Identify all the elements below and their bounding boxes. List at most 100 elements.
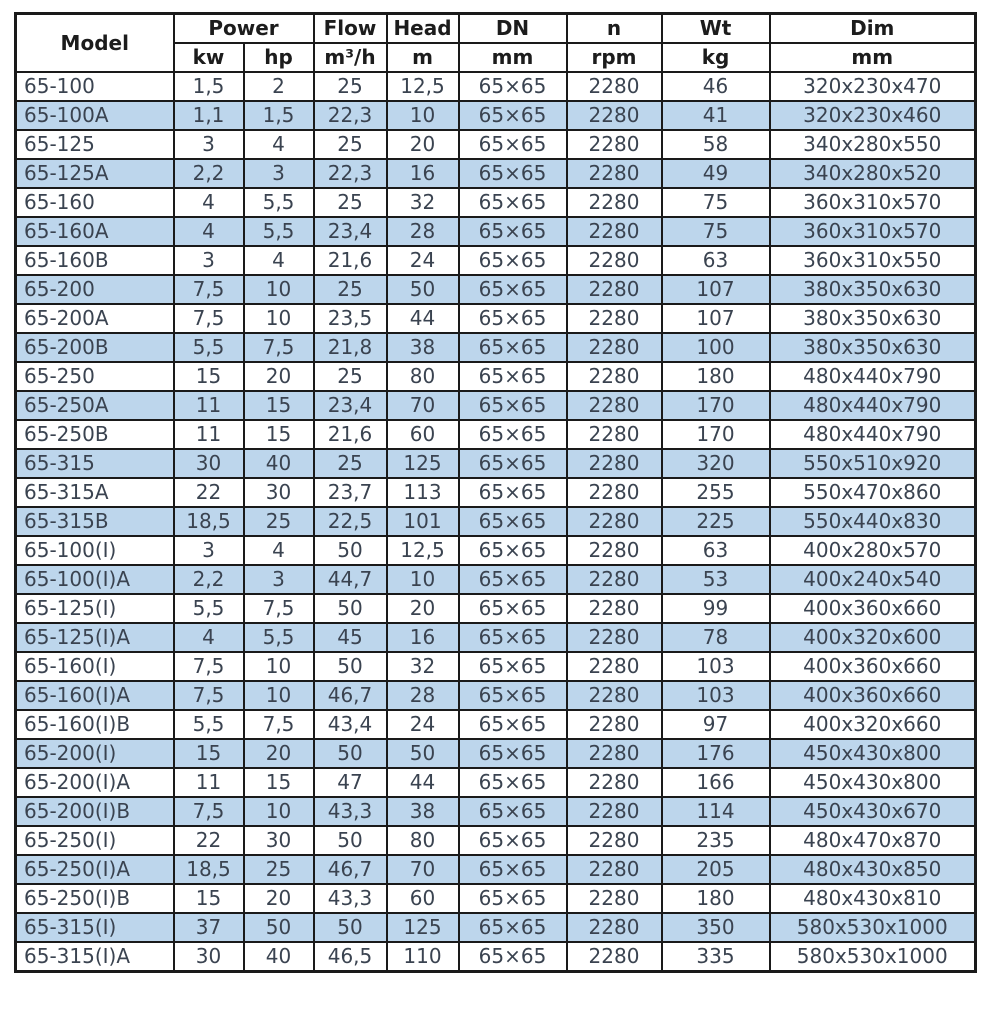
value-cell: 4 xyxy=(242,245,315,276)
value-cell: 3 xyxy=(242,564,315,595)
value-cell: 20 xyxy=(385,129,460,160)
value-cell: 2280 xyxy=(565,651,663,682)
model-cell: 65-250B xyxy=(14,419,175,450)
value-cell: 7,5 xyxy=(172,680,245,711)
value-cell: 65×65 xyxy=(457,303,568,334)
value-cell: 44 xyxy=(385,303,460,334)
table-row: 65-160(I)B 5,5 7,5 43,4 24 65×65 2280 97 400x320… xyxy=(14,709,977,740)
value-cell: 340x280x550 xyxy=(768,129,977,160)
value-cell: 25 xyxy=(312,274,388,305)
value-cell: 480x440x790 xyxy=(768,419,977,450)
value-cell: 320x230x460 xyxy=(768,100,977,131)
value-cell: 400x320x660 xyxy=(768,709,977,740)
value-cell: 2,2 xyxy=(172,564,245,595)
col-header-head: Head xyxy=(385,12,460,44)
table-row: 65-250(I)B 15 20 43,3 60 65×65 2280 180 480x430x… xyxy=(14,883,977,914)
value-cell: 2280 xyxy=(565,593,663,624)
value-cell: 65×65 xyxy=(457,187,568,218)
value-cell: 21,6 xyxy=(312,245,388,276)
table-row: 65-125 3 4 25 20 65×65 2280 58 340x280x550 xyxy=(14,129,977,160)
value-cell: 63 xyxy=(660,535,771,566)
value-cell: 65×65 xyxy=(457,361,568,392)
table-row: 65-160B 3 4 21,6 24 65×65 2280 63 360x310x550 xyxy=(14,245,977,276)
value-cell: 7,5 xyxy=(242,593,315,624)
value-cell: 380x350x630 xyxy=(768,303,977,334)
value-cell: 30 xyxy=(242,825,315,856)
value-cell: 5,5 xyxy=(172,332,245,363)
value-cell: 2280 xyxy=(565,883,663,914)
value-cell: 65×65 xyxy=(457,419,568,450)
value-cell: 65×65 xyxy=(457,738,568,769)
value-cell: 23,7 xyxy=(312,477,388,508)
value-cell: 16 xyxy=(385,622,460,653)
value-cell: 70 xyxy=(385,390,460,421)
model-cell: 65-100A xyxy=(14,100,175,131)
value-cell: 320 xyxy=(660,448,771,479)
table-row: 65-250(I) 22 30 50 80 65×65 2280 235 480x470x870 xyxy=(14,825,977,856)
value-cell: 30 xyxy=(172,941,245,973)
value-cell: 20 xyxy=(242,883,315,914)
model-cell: 65-200(I)B xyxy=(14,796,175,827)
value-cell: 46,7 xyxy=(312,854,388,885)
table-row: 65-315(I)A 30 40 46,5 110 65×65 2280 335 580x530… xyxy=(14,941,977,973)
col-header-dim: Dim xyxy=(768,12,977,44)
value-cell: 65×65 xyxy=(457,680,568,711)
table-row: 65-160(I)A 7,5 10 46,7 28 65×65 2280 103 400x360… xyxy=(14,680,977,711)
value-cell: 24 xyxy=(385,245,460,276)
value-cell: 550x510x920 xyxy=(768,448,977,479)
value-cell: 23,4 xyxy=(312,216,388,247)
value-cell: 20 xyxy=(242,361,315,392)
value-cell: 380x350x630 xyxy=(768,274,977,305)
value-cell: 28 xyxy=(385,216,460,247)
value-cell: 7,5 xyxy=(172,796,245,827)
value-cell: 4 xyxy=(242,129,315,160)
value-cell: 2280 xyxy=(565,564,663,595)
value-cell: 65×65 xyxy=(457,216,568,247)
value-cell: 50 xyxy=(312,651,388,682)
value-cell: 5,5 xyxy=(172,709,245,740)
value-cell: 65×65 xyxy=(457,129,568,160)
value-cell: 15 xyxy=(172,738,245,769)
value-cell: 5,5 xyxy=(172,593,245,624)
value-cell: 60 xyxy=(385,883,460,914)
value-cell: 2280 xyxy=(565,680,663,711)
value-cell: 2280 xyxy=(565,216,663,247)
value-cell: 2,2 xyxy=(172,158,245,189)
value-cell: 5,5 xyxy=(242,622,315,653)
value-cell: 46 xyxy=(660,71,771,102)
value-cell: 43,4 xyxy=(312,709,388,740)
value-cell: 10 xyxy=(242,303,315,334)
value-cell: 2280 xyxy=(565,709,663,740)
value-cell: 60 xyxy=(385,419,460,450)
value-cell: 480x440x790 xyxy=(768,390,977,421)
value-cell: 70 xyxy=(385,854,460,885)
model-cell: 65-250A xyxy=(14,390,175,421)
value-cell: 65×65 xyxy=(457,593,568,624)
model-cell: 65-315(I) xyxy=(14,912,175,943)
col-header-flow: Flow xyxy=(312,12,388,44)
value-cell: 44,7 xyxy=(312,564,388,595)
model-cell: 65-315A xyxy=(14,477,175,508)
value-cell: 16 xyxy=(385,158,460,189)
value-cell: 78 xyxy=(660,622,771,653)
model-cell: 65-250(I)A xyxy=(14,854,175,885)
value-cell: 103 xyxy=(660,651,771,682)
value-cell: 50 xyxy=(385,274,460,305)
model-cell: 65-200(I)A xyxy=(14,767,175,798)
value-cell: 180 xyxy=(660,883,771,914)
col-header-model: Model xyxy=(14,12,175,73)
value-cell: 400x280x570 xyxy=(768,535,977,566)
model-cell: 65-125(I) xyxy=(14,593,175,624)
value-cell: 15 xyxy=(242,419,315,450)
value-cell: 2280 xyxy=(565,158,663,189)
value-cell: 480x470x870 xyxy=(768,825,977,856)
value-cell: 65×65 xyxy=(457,477,568,508)
value-cell: 32 xyxy=(385,187,460,218)
value-cell: 25 xyxy=(312,187,388,218)
value-cell: 225 xyxy=(660,506,771,537)
value-cell: 2280 xyxy=(565,419,663,450)
table-body: 65-100 1,5 2 25 12,5 65×65 2280 46 320x230x470 65… xyxy=(14,71,977,973)
value-cell: 320x230x470 xyxy=(768,71,977,102)
value-cell: 125 xyxy=(385,912,460,943)
value-cell: 3 xyxy=(242,158,315,189)
